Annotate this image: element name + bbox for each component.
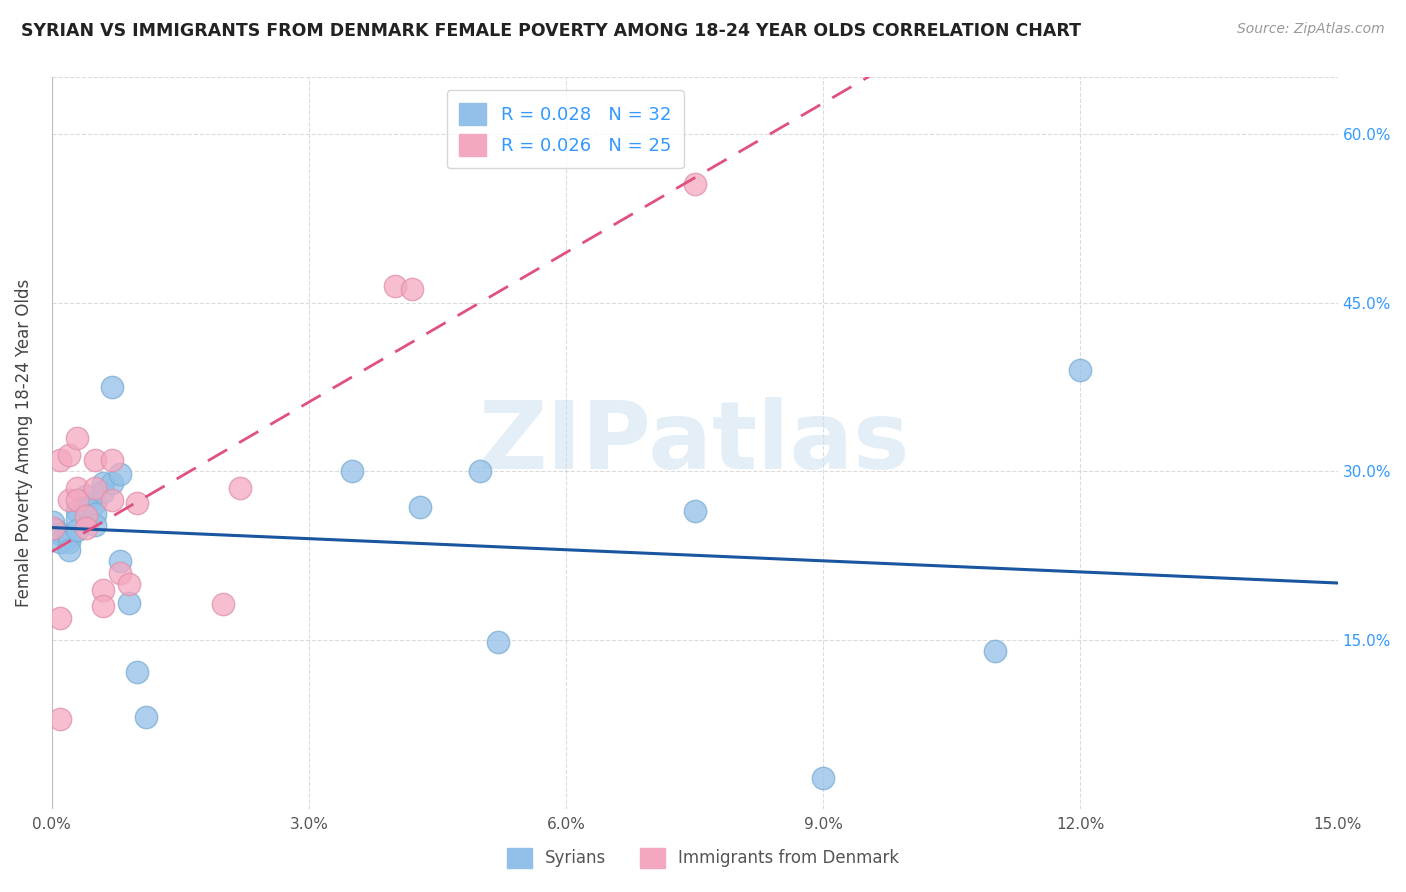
Point bbox=[683, 504, 706, 518]
Text: ZIPatlas: ZIPatlas bbox=[479, 397, 910, 489]
Point bbox=[66, 481, 89, 495]
Point bbox=[66, 523, 89, 537]
Point bbox=[66, 511, 89, 525]
Point bbox=[127, 496, 149, 510]
Legend: Syrians, Immigrants from Denmark: Syrians, Immigrants from Denmark bbox=[501, 841, 905, 875]
Point bbox=[401, 282, 423, 296]
Point bbox=[58, 530, 80, 544]
Point bbox=[91, 582, 114, 597]
Point bbox=[75, 521, 97, 535]
Point bbox=[83, 453, 105, 467]
Point bbox=[83, 496, 105, 510]
Point bbox=[100, 475, 122, 490]
Point bbox=[58, 535, 80, 549]
Point bbox=[49, 527, 72, 541]
Point bbox=[813, 771, 835, 785]
Point bbox=[486, 635, 509, 649]
Point bbox=[135, 710, 157, 724]
Point bbox=[212, 597, 235, 611]
Point bbox=[58, 492, 80, 507]
Point bbox=[66, 492, 89, 507]
Point bbox=[83, 507, 105, 521]
Point bbox=[110, 467, 132, 481]
Point bbox=[340, 464, 363, 478]
Y-axis label: Female Poverty Among 18-24 Year Olds: Female Poverty Among 18-24 Year Olds bbox=[15, 279, 32, 607]
Point bbox=[470, 464, 492, 478]
Point bbox=[75, 489, 97, 503]
Text: SYRIAN VS IMMIGRANTS FROM DENMARK FEMALE POVERTY AMONG 18-24 YEAR OLDS CORRELATI: SYRIAN VS IMMIGRANTS FROM DENMARK FEMALE… bbox=[21, 22, 1081, 40]
Point bbox=[110, 554, 132, 568]
Point bbox=[118, 596, 141, 610]
Point bbox=[83, 481, 105, 495]
Point bbox=[983, 644, 1005, 658]
Point bbox=[100, 492, 122, 507]
Point bbox=[91, 475, 114, 490]
Point bbox=[683, 178, 706, 192]
Text: Source: ZipAtlas.com: Source: ZipAtlas.com bbox=[1237, 22, 1385, 37]
Point bbox=[91, 484, 114, 499]
Point bbox=[127, 665, 149, 679]
Point bbox=[384, 278, 406, 293]
Point bbox=[49, 453, 72, 467]
Point bbox=[100, 453, 122, 467]
Point bbox=[66, 431, 89, 445]
Legend: R = 0.028   N = 32, R = 0.026   N = 25: R = 0.028 N = 32, R = 0.026 N = 25 bbox=[447, 90, 683, 169]
Point bbox=[45, 523, 67, 537]
Point bbox=[110, 566, 132, 580]
Point bbox=[41, 521, 63, 535]
Point bbox=[58, 543, 80, 558]
Point bbox=[66, 504, 89, 518]
Point bbox=[41, 515, 63, 529]
Point bbox=[100, 380, 122, 394]
Point bbox=[1069, 363, 1091, 377]
Point bbox=[49, 611, 72, 625]
Point bbox=[75, 500, 97, 515]
Point bbox=[49, 712, 72, 726]
Point bbox=[83, 518, 105, 533]
Point bbox=[91, 599, 114, 614]
Point bbox=[409, 500, 432, 515]
Point bbox=[49, 535, 72, 549]
Point bbox=[75, 509, 97, 524]
Point bbox=[229, 481, 252, 495]
Point bbox=[118, 577, 141, 591]
Point bbox=[58, 448, 80, 462]
